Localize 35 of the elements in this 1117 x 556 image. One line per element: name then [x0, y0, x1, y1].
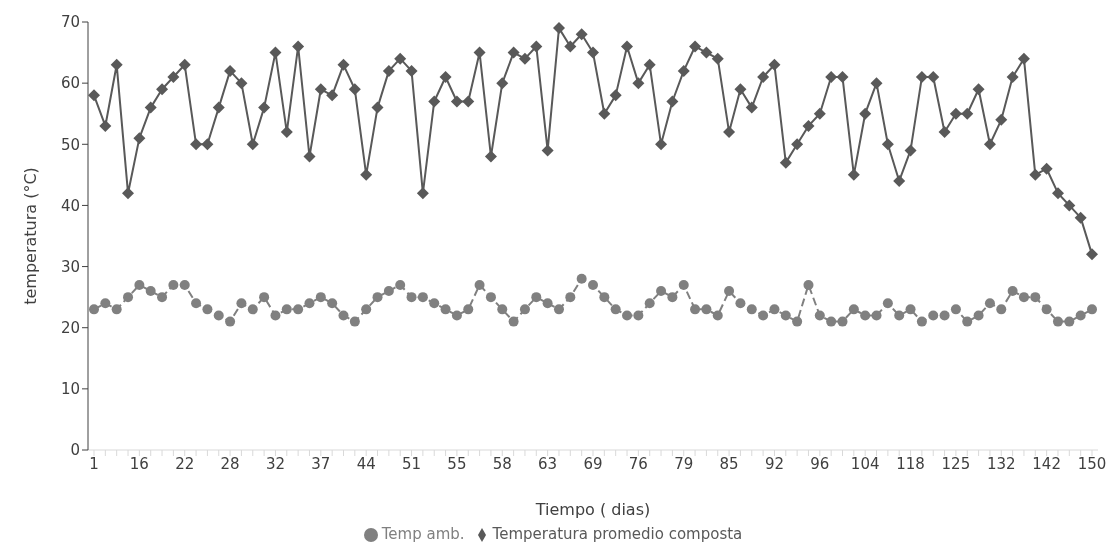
x-tick-label: 104: [850, 454, 880, 473]
y-axis-title: temperatura (°C): [20, 167, 40, 305]
x-tick-label: 51: [402, 454, 422, 473]
x-tick-label: 150: [1077, 454, 1107, 473]
legend-label: Temperatura promedio composta: [492, 525, 743, 543]
x-tick-label: 44: [356, 454, 376, 473]
x-tick-label: 79: [674, 454, 694, 473]
x-tick-label: 63: [538, 454, 558, 473]
y-tick-label: 40: [60, 196, 80, 215]
x-tick-label: 118: [896, 454, 925, 473]
x-tick-label: 96: [810, 454, 830, 473]
x-tick-label: 28: [220, 454, 240, 473]
x-tick-label: 16: [129, 454, 149, 473]
x-tick-label: 32: [265, 454, 285, 473]
y-tick-label: 30: [60, 257, 80, 276]
y-tick-label: 50: [60, 135, 80, 154]
y-tick-label: 60: [60, 74, 80, 93]
x-tick-label: 142: [1032, 454, 1061, 473]
x-tick-label: 125: [941, 454, 971, 473]
x-tick-label: 85: [719, 454, 739, 473]
x-tick-label: 132: [986, 454, 1016, 473]
legend-label: Temp amb.: [381, 525, 465, 543]
x-tick-label: 55: [447, 454, 467, 473]
y-tick-label: 0: [70, 441, 80, 460]
y-tick-label: 70: [60, 13, 80, 32]
x-tick-label: 37: [311, 454, 331, 473]
x-tick-label: 1: [89, 454, 99, 473]
x-tick-label: 58: [492, 454, 512, 473]
x-tick-label: 76: [628, 454, 648, 473]
y-tick-label: 20: [60, 319, 80, 338]
y-tick-label: 10: [60, 380, 80, 399]
x-tick-label: 92: [764, 454, 784, 473]
x-tick-label: 22: [175, 454, 195, 473]
x-tick-label: 69: [583, 454, 603, 473]
x-axis-title: Tiempo ( dias): [534, 500, 651, 519]
